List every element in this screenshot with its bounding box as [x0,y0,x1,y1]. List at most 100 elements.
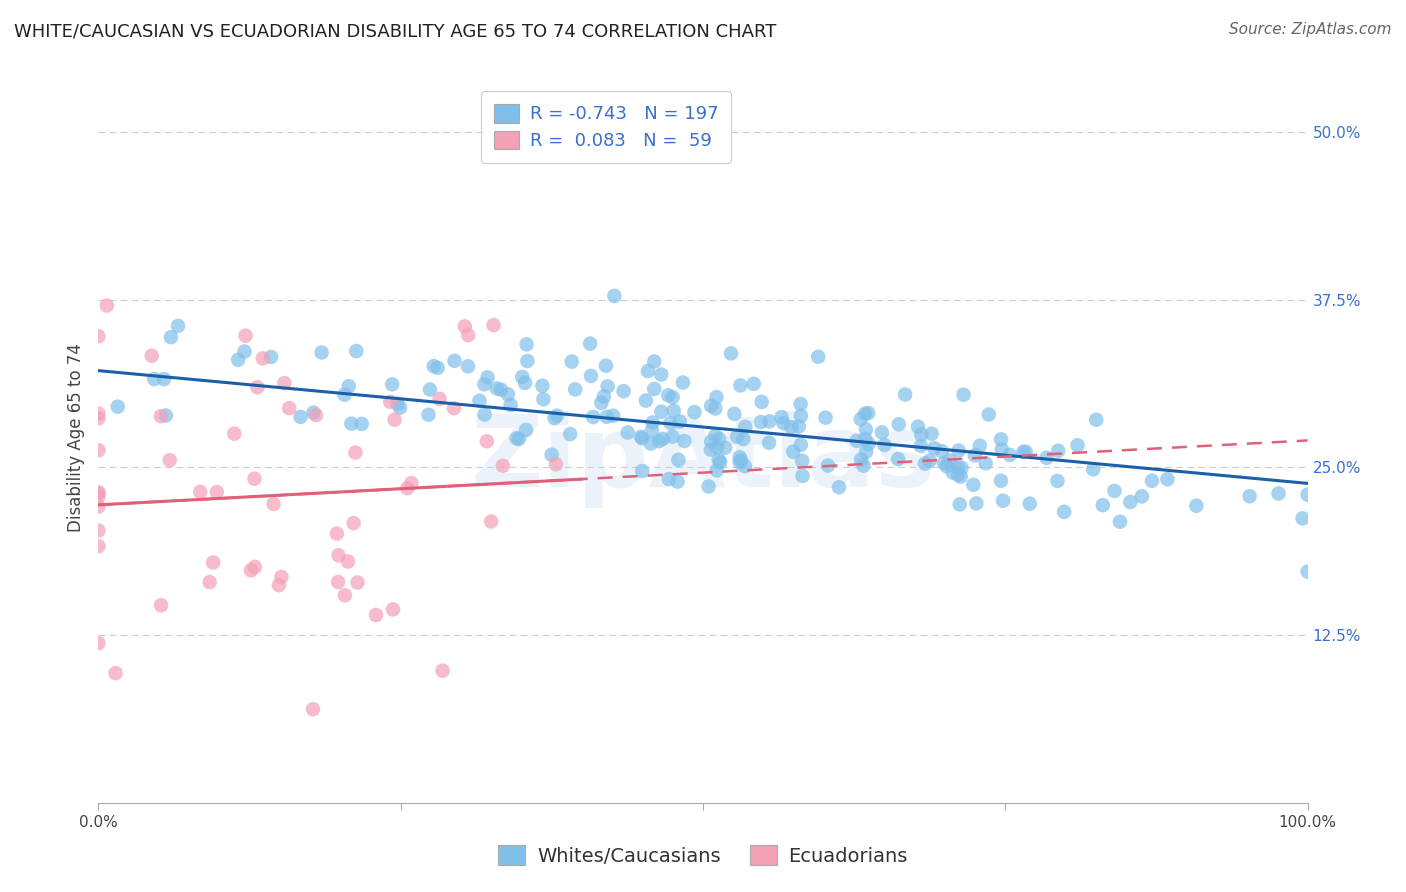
Point [579,336,602,351]
Point [641,423,664,437]
Point [582,410,605,425]
Point [1018,497,1040,511]
Point [96,299,118,313]
Point [817,458,839,473]
Point [1296,565,1319,579]
Point [87,485,110,500]
Point [87,407,110,421]
Point [426,360,449,375]
Point [658,472,681,486]
Point [516,354,538,368]
Point [950,460,973,475]
Point [326,575,349,590]
Point [475,434,498,449]
Point [631,464,654,478]
Point [477,370,499,384]
Text: WHITE/CAUCASIAN VS ECUADORIAN DISABILITY AGE 65 TO 74 CORRELATION CHART: WHITE/CAUCASIAN VS ECUADORIAN DISABILITY… [14,22,776,40]
Point [603,289,626,303]
Point [697,479,720,493]
Point [454,319,477,334]
Point [205,485,228,500]
Point [700,442,723,457]
Point [780,420,803,434]
Point [616,425,638,440]
Point [853,432,876,446]
Point [508,432,530,446]
Point [657,388,679,402]
Point [650,368,672,382]
Point [700,399,723,413]
Point [962,477,984,491]
Point [704,401,727,416]
Point [974,456,997,470]
Point [263,497,285,511]
Point [894,387,917,401]
Point [531,378,554,392]
Point [742,376,765,391]
Point [1085,413,1108,427]
Point [87,329,110,343]
Point [683,405,706,419]
Point [543,411,565,425]
Point [707,453,730,467]
Point [143,372,166,386]
Point [418,408,440,422]
Point [87,443,110,458]
Point [637,364,659,378]
Point [733,432,755,446]
Point [443,354,465,368]
Point [1156,472,1178,486]
Point [243,472,266,486]
Point [725,429,748,443]
Point [149,409,172,424]
Point [730,378,752,392]
Point [946,460,969,475]
Point [419,383,441,397]
Point [790,409,813,423]
Point [1109,515,1132,529]
Point [226,352,249,367]
Point [540,448,562,462]
Point [560,427,582,442]
Point [382,602,405,616]
Point [849,412,872,426]
Point [273,376,295,390]
Point [730,453,752,467]
Point [672,376,695,390]
Point [333,387,356,401]
Point [938,453,960,467]
Point [998,448,1021,462]
Point [510,370,533,384]
Point [870,425,893,440]
Point [1012,445,1035,459]
Point [910,439,932,453]
Point [640,436,662,450]
Point [700,434,723,449]
Point [87,636,110,650]
Point [770,410,793,425]
Point [546,409,568,423]
Point [564,383,586,397]
Point [260,350,283,364]
Point [326,526,349,541]
Point [340,417,363,431]
Point [472,377,495,392]
Point [965,496,987,510]
Point [931,444,953,458]
Point [350,417,373,431]
Point [963,448,986,462]
Point [87,486,110,500]
Point [858,437,880,451]
Point [990,433,1012,447]
Point [1014,445,1036,459]
Point [474,408,496,422]
Point [758,414,780,428]
Point [845,434,868,448]
Point [167,318,190,333]
Point [492,458,515,473]
Point [591,396,613,410]
Y-axis label: Disability Age 65 to 74: Disability Age 65 to 74 [66,343,84,532]
Point [380,394,402,409]
Point [246,380,269,394]
Point [384,413,406,427]
